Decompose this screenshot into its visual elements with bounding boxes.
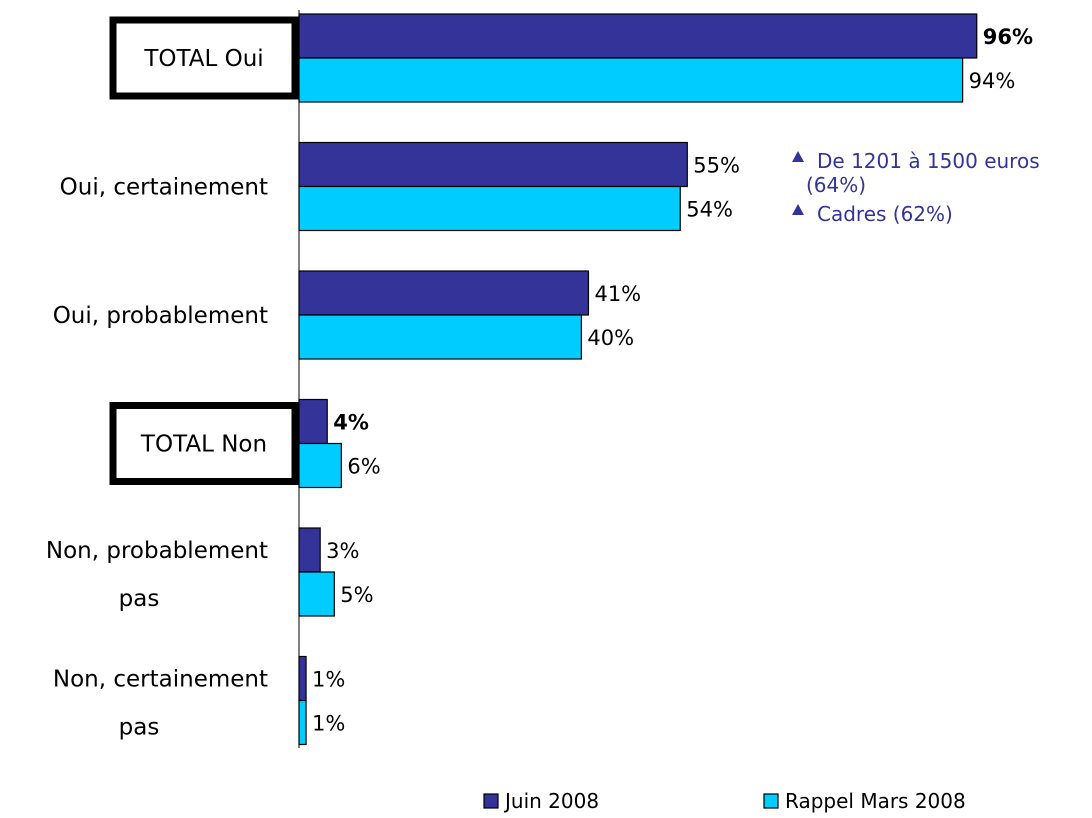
category-label-non-certainement-pas-line-2: pas (119, 715, 160, 741)
triangle-up-icon (792, 204, 804, 215)
category-box-total-non (109, 402, 299, 485)
value-label-rappel-mars-2008-oui-probablement: 40% (587, 326, 634, 350)
value-label-rappel-mars-2008-total-non: 6% (347, 455, 380, 479)
bar-rappel-mars-2008-total-oui (298, 57, 964, 103)
value-label-rappel-mars-2008-total-oui: 94% (969, 69, 1016, 93)
bar-rappel-mars-2008-oui-probablement (298, 314, 582, 360)
legend-label-rappel-mars-2008: Rappel Mars 2008 (785, 789, 966, 813)
value-label-rappel-mars-2008-oui-certainement: 54% (686, 198, 733, 222)
legend-label-juin-2008: Juin 2008 (503, 789, 599, 813)
category-label-oui-probablement: Oui, probablement (53, 303, 268, 329)
category-label-total-non: TOTAL Non (140, 432, 267, 458)
category-box-total-oui (109, 16, 299, 100)
bar-juin-2008-total-non (298, 398, 328, 445)
bar-juin-2008-oui-probablement (298, 270, 590, 316)
triangle-up-icon (792, 151, 804, 162)
bar-rappel-mars-2008-total-non (298, 442, 342, 489)
value-label-rappel-mars-2008-non-certainement-pas: 1% (312, 712, 345, 736)
value-label-juin-2008-total-oui: 96% (983, 25, 1033, 49)
note-1-line-2: (64%) (806, 173, 866, 197)
legend: Juin 2008 Rappel Mars 2008 (483, 789, 966, 813)
bar-rappel-mars-2008-oui-certainement (298, 185, 681, 232)
annotations: De 1201 à 1500 euros(64%) Cadres (62%) (792, 149, 1040, 226)
value-label-juin-2008-oui-probablement: 41% (594, 282, 641, 306)
bar-rappel-mars-2008-non-probablement-pas (298, 571, 335, 617)
note-1-line-1: De 1201 à 1500 euros (817, 149, 1040, 173)
bar-juin-2008-non-certainement-pas (298, 655, 307, 702)
category-label-non-probablement-pas-line-2: pas (119, 586, 160, 612)
bar-juin-2008-non-probablement-pas (298, 527, 321, 573)
category-label-total-oui: TOTAL Oui (143, 46, 263, 72)
value-label-juin-2008-oui-certainement: 55% (693, 154, 740, 178)
value-label-juin-2008-non-certainement-pas: 1% (312, 668, 345, 692)
value-label-juin-2008-non-probablement-pas: 3% (326, 539, 359, 563)
legend-swatch-juin-2008 (483, 793, 499, 809)
value-labels: 96% 94% 55% 54% 41% 40% 4% 6% 3% 5% 1% 1% (312, 25, 1033, 736)
category-labels: TOTAL Oui Oui, certainement Oui, probablem… (46, 16, 299, 741)
bar-juin-2008-total-oui (298, 13, 978, 59)
bar-rappel-mars-2008-non-certainement-pas (298, 699, 307, 746)
value-label-juin-2008-total-non: 4% (333, 411, 369, 435)
legend-swatch-rappel-mars-2008 (763, 793, 779, 809)
value-label-rappel-mars-2008-non-probablement-pas: 5% (340, 583, 373, 607)
bar-juin-2008-oui-certainement (298, 141, 688, 188)
category-label-oui-certainement: Oui, certainement (60, 175, 268, 201)
category-label-non-probablement-pas-line-1: Non, probablement (46, 538, 268, 564)
bars (298, 10, 978, 748)
category-label-non-certainement-pas-line-1: Non, certainement (53, 667, 268, 693)
note-2-line-1: Cadres (62%) (817, 202, 953, 226)
